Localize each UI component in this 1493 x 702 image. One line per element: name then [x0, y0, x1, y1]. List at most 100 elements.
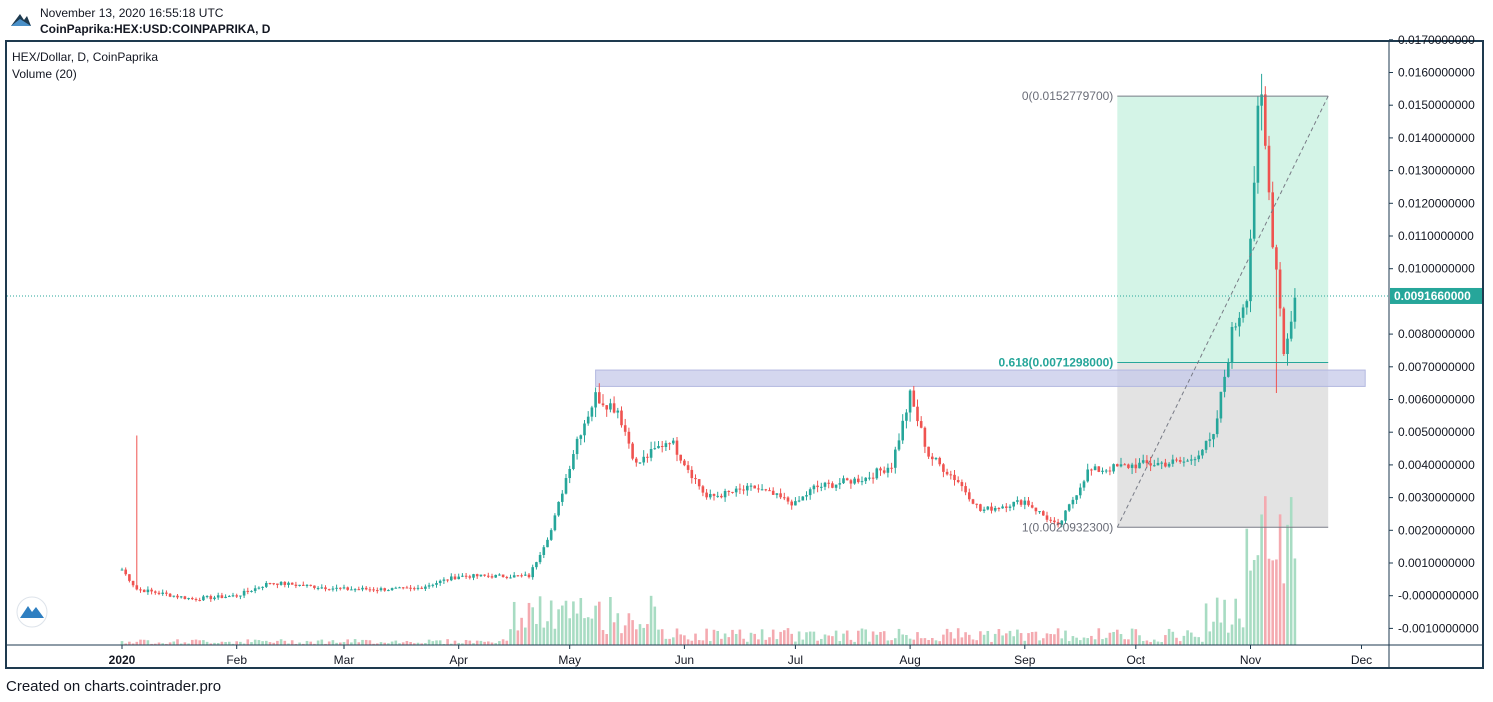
volume-bar — [1119, 634, 1123, 645]
candle-body — [142, 589, 146, 593]
candle-body — [438, 580, 442, 584]
fib-level-label: 1(0.0020932300) — [1022, 520, 1113, 534]
volume-bar — [979, 631, 982, 645]
candle-body — [1193, 459, 1197, 461]
candle-body — [760, 489, 764, 491]
candle-body — [498, 574, 501, 576]
volume-bar — [1116, 629, 1119, 645]
candle-body — [1145, 460, 1149, 464]
volume-bar — [1012, 636, 1015, 645]
volume-bar — [457, 642, 460, 645]
volume-bar — [997, 629, 1001, 645]
volume-bar — [1145, 640, 1149, 645]
volume-bar — [213, 642, 216, 645]
volume-bar — [990, 641, 993, 645]
volume-bar — [1293, 558, 1297, 645]
volume-bar — [442, 643, 446, 645]
candle-body — [202, 596, 205, 601]
volume-bar — [975, 640, 978, 645]
volume-bar — [387, 643, 390, 645]
volume-bar — [660, 629, 664, 645]
volume-bar — [1204, 603, 1208, 645]
candle-body — [1245, 301, 1249, 308]
y-tick-label: 0.0150000000 — [1398, 98, 1475, 112]
volume-bar — [1042, 638, 1045, 645]
volume-bar — [135, 641, 139, 645]
candle-body — [283, 581, 287, 585]
candle-body — [997, 507, 1001, 509]
candle-body — [572, 454, 575, 470]
volume-bar — [246, 639, 250, 645]
header-bar: November 13, 2020 16:55:18 UTC CoinPapri… — [0, 0, 1493, 40]
volume-bar — [1245, 528, 1249, 645]
volume-bar — [790, 633, 793, 645]
volume-bar — [1060, 638, 1064, 645]
candle-body — [302, 584, 305, 586]
volume-bar — [209, 643, 213, 645]
volume-bar — [205, 641, 209, 645]
candle-body — [1079, 487, 1082, 496]
candle-body — [616, 410, 620, 413]
candle-body — [1116, 464, 1119, 467]
volume-bar — [675, 628, 679, 645]
volume-bar — [1282, 583, 1286, 645]
volume-bar — [1071, 636, 1075, 645]
volume-bar — [712, 629, 716, 645]
candle-body — [372, 589, 375, 591]
candle-body — [694, 478, 697, 480]
volume-bar — [1097, 628, 1101, 645]
candle-body — [657, 446, 660, 449]
candle-body — [509, 577, 512, 579]
candle-body — [1153, 465, 1156, 467]
candle-body — [394, 587, 398, 589]
volume-bar — [487, 641, 490, 645]
candle-body — [1005, 506, 1008, 508]
candle-body — [1289, 321, 1293, 339]
candle-body — [139, 589, 142, 591]
candle-body — [290, 582, 294, 585]
volume-bar — [842, 633, 845, 645]
y-tick-label: -0.0010000000 — [1398, 621, 1479, 635]
volume-bar — [864, 629, 867, 645]
volume-bar — [568, 618, 571, 645]
candle-body — [427, 585, 431, 587]
volume-bar — [483, 641, 486, 645]
candle-body — [686, 465, 690, 470]
candle-body — [431, 584, 435, 586]
volume-bar — [1016, 629, 1019, 645]
volume-bar — [357, 642, 361, 645]
volume-bar — [335, 642, 338, 645]
volume-bar — [786, 628, 790, 645]
candle-body — [179, 596, 183, 598]
volume-bar — [146, 640, 150, 645]
candle-body — [146, 589, 150, 593]
candle-body — [1249, 238, 1252, 302]
x-tick-label: Jul — [788, 653, 803, 667]
volume-bar — [398, 643, 401, 645]
candle-body — [1160, 462, 1163, 464]
volume-bar — [723, 633, 727, 645]
volume-bar — [128, 641, 131, 645]
volume-bar — [953, 638, 956, 645]
y-tick-label: 0.0020000000 — [1398, 523, 1475, 537]
volume-bar — [350, 642, 353, 645]
candle-body — [672, 440, 675, 444]
volume-bar — [623, 625, 627, 645]
volume-bar — [1030, 631, 1034, 645]
volume-bar — [1223, 599, 1226, 645]
volume-bar — [427, 639, 431, 645]
candle-body — [1090, 469, 1093, 471]
volume-bar — [405, 640, 409, 645]
candle-body — [845, 478, 849, 481]
candle-body — [1219, 391, 1223, 419]
candle-body — [916, 406, 919, 422]
volume-bar — [298, 642, 301, 645]
volume-bar — [409, 641, 412, 645]
volume-bar — [327, 641, 331, 645]
candle-body — [664, 443, 668, 448]
volume-bar — [1045, 633, 1049, 645]
volume-bar — [601, 630, 605, 645]
candle-body — [749, 485, 753, 487]
candle-body — [1190, 459, 1193, 461]
